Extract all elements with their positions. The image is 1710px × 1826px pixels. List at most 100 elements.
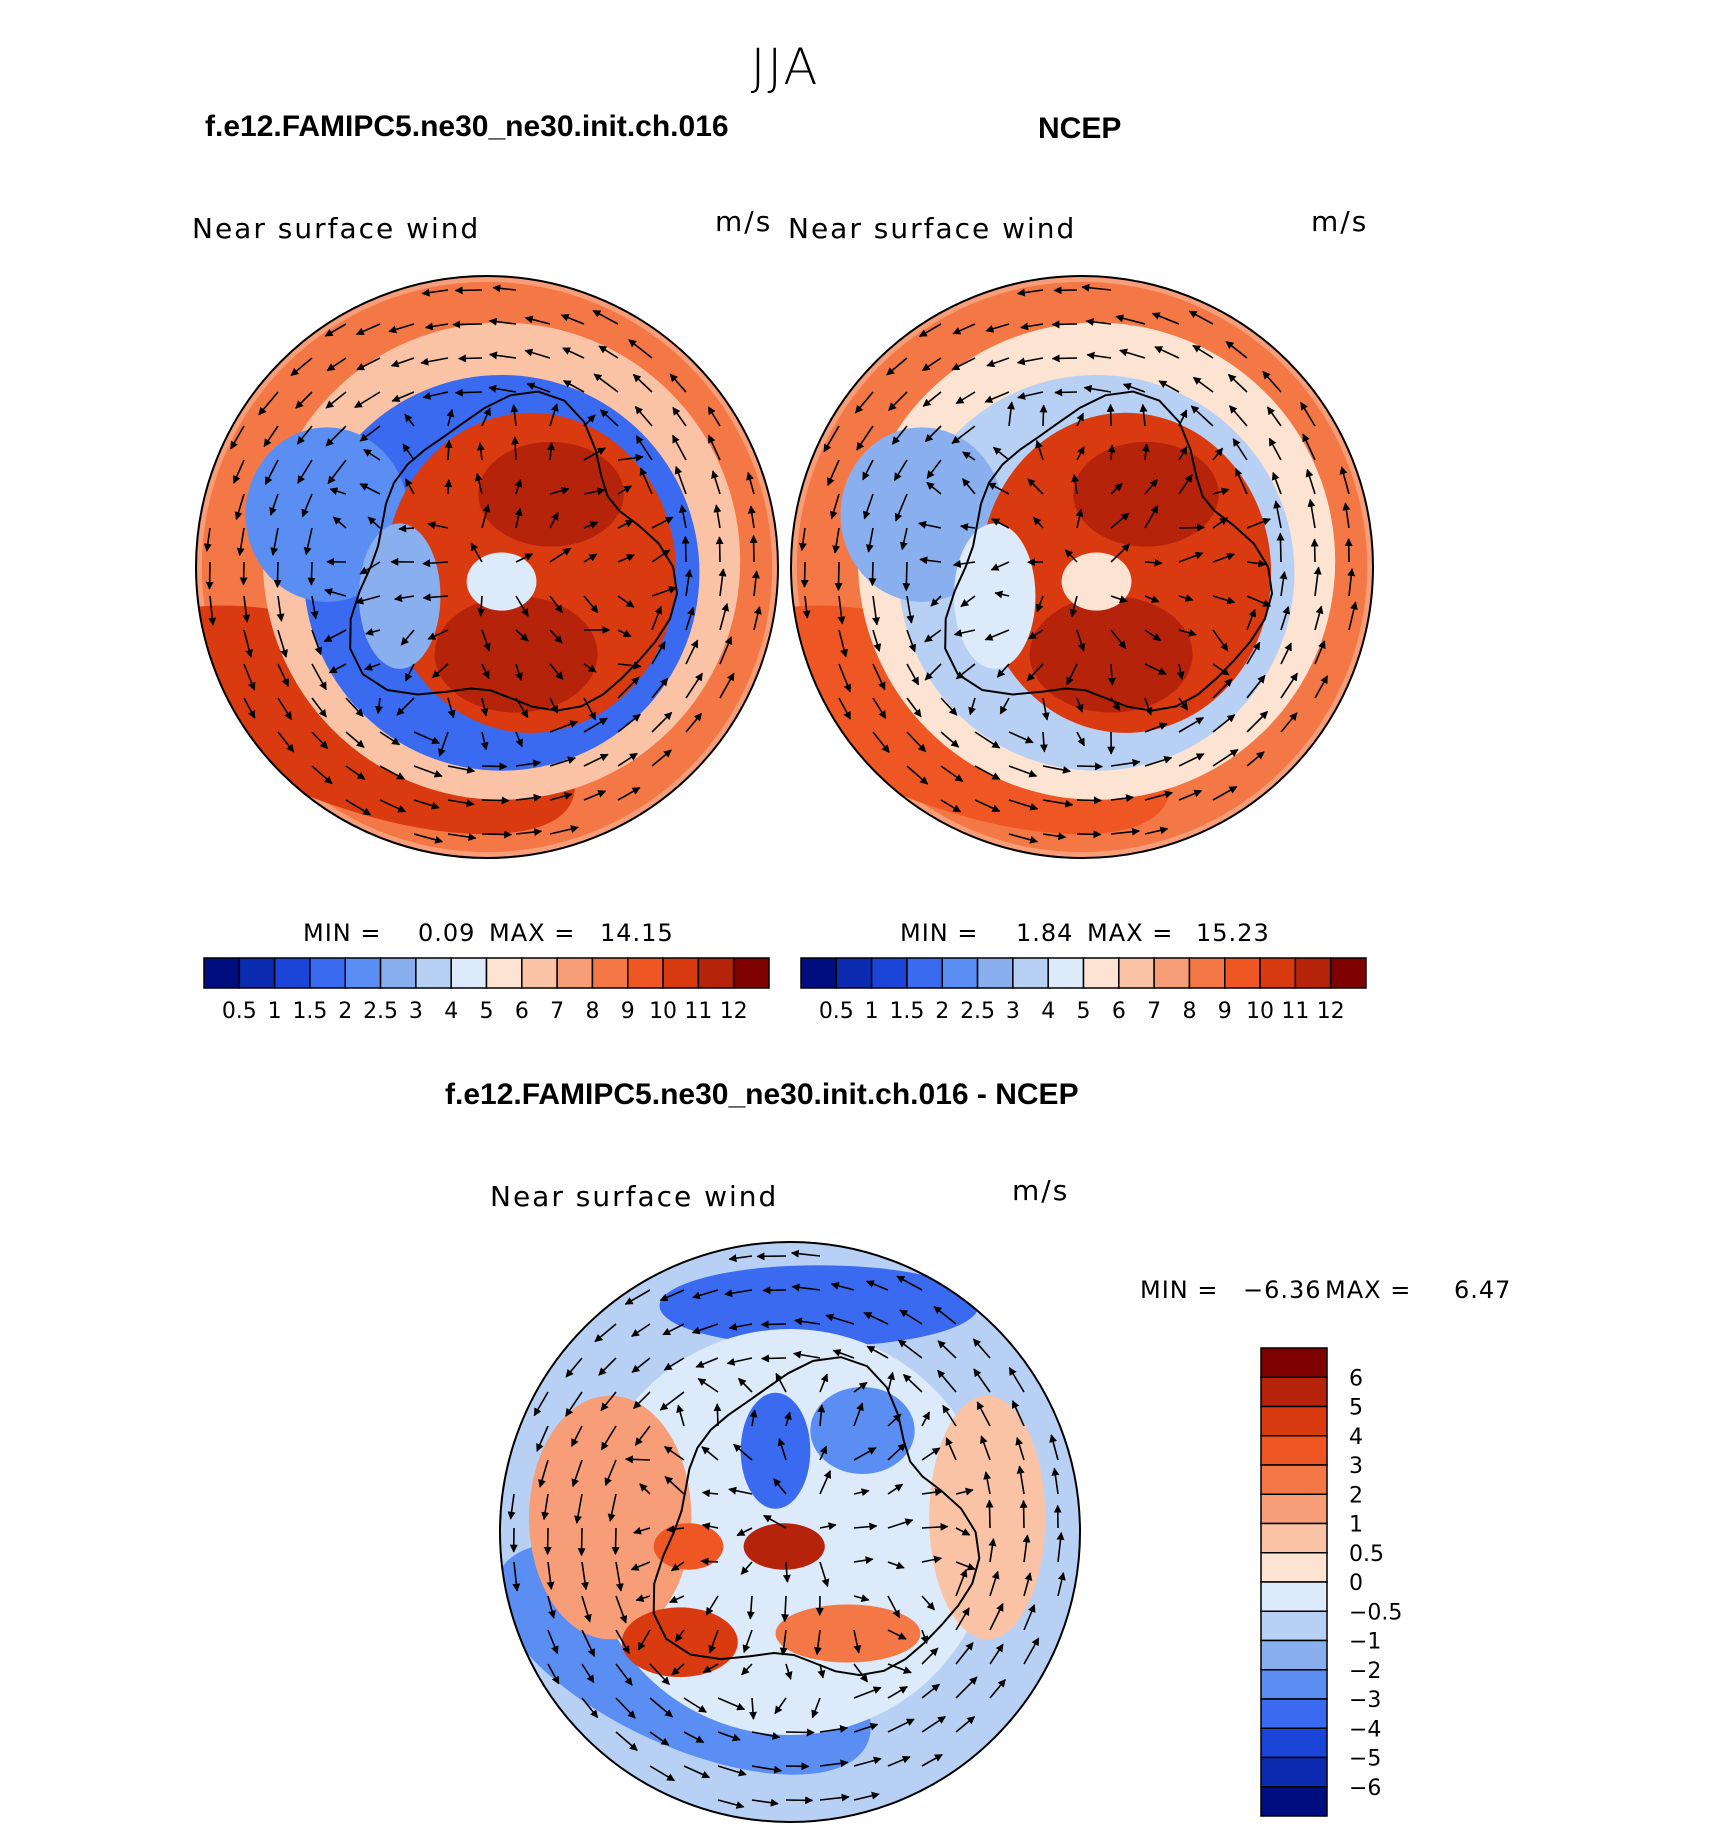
wind-vector: [684, 569, 693, 597]
wind-vector: [865, 527, 874, 553]
wind-vector: [1039, 731, 1048, 753]
wind-vector: [583, 414, 596, 427]
wind-vector: [891, 425, 908, 445]
wind-vector: [717, 1799, 745, 1809]
wind-vector: [774, 1697, 787, 1715]
wind-vector: [649, 1663, 670, 1686]
wind-vector: [1115, 314, 1146, 325]
wind-vector: [524, 348, 551, 359]
wind-vector: [1011, 1400, 1025, 1427]
wind-vector: [819, 1725, 849, 1733]
colorbar-swatch: [1153, 957, 1191, 989]
colorbar-tick-label: 4: [1349, 1425, 1363, 1450]
wind-vector: [631, 1323, 651, 1337]
wind-vector: [546, 1561, 555, 1590]
wind-vector: [685, 672, 703, 699]
colorbar-tick-label: −2: [1349, 1659, 1381, 1684]
wind-vector: [838, 663, 852, 693]
wind-vector: [955, 1568, 968, 1597]
wind-vector: [438, 731, 449, 757]
wind-vector: [700, 1557, 719, 1566]
wind-vector: [594, 1323, 617, 1343]
wind-vector: [989, 1643, 1004, 1665]
wind-vector: [746, 471, 755, 495]
field-patch: [929, 1395, 1046, 1640]
wind-vector: [1212, 487, 1230, 496]
wind-vector: [817, 1663, 826, 1679]
colorbar-swatch: [1188, 957, 1226, 989]
wind-vector: [276, 595, 285, 622]
wind-vector: [719, 672, 735, 699]
wind-vector: [562, 347, 585, 359]
wind-vector: [549, 595, 563, 614]
wind-vector: [924, 629, 942, 643]
wind-vector: [480, 731, 489, 751]
colorbar-swatch: [1260, 1493, 1328, 1525]
wind-vector: [751, 1731, 781, 1740]
wind-vector: [989, 1602, 1004, 1631]
colorbar-tick-label: 6: [1112, 999, 1126, 1024]
model-units-label: m/s: [715, 205, 773, 238]
wind-vector: [230, 425, 245, 450]
wind-vector: [1144, 558, 1163, 567]
wind-vector: [663, 1357, 685, 1371]
wind-vector: [853, 1629, 862, 1654]
wind-vector: [354, 391, 381, 409]
wind-vector: [685, 606, 695, 631]
wind-vector: [952, 323, 976, 335]
wind-vector: [1086, 351, 1112, 360]
wind-vector: [853, 1756, 882, 1767]
wind-vector: [679, 504, 687, 529]
wind-vector: [921, 1595, 935, 1611]
colorbar-tick-label: 1: [1349, 1513, 1363, 1538]
wind-vector: [598, 345, 619, 359]
colorbar-tick-label: 8: [585, 999, 599, 1024]
map-outline: [195, 275, 779, 859]
wind-vector: [811, 1697, 821, 1719]
wind-vector: [1042, 799, 1074, 808]
wind-vector: [886, 357, 908, 376]
wind-vector: [792, 1350, 821, 1359]
wind-vector: [454, 286, 483, 295]
colorbar-tick-label: 2.5: [960, 999, 995, 1024]
wind-vector: [310, 595, 319, 620]
wind-vector: [631, 1357, 651, 1374]
wind-vector: [1085, 317, 1112, 326]
wind-vector: [367, 516, 381, 529]
wind-vector: [277, 731, 295, 753]
wind-vector: [1279, 571, 1288, 597]
wind-vector: [1028, 629, 1044, 640]
wind-vector: [355, 595, 381, 605]
wind-vector: [856, 425, 874, 451]
wind-vector: [930, 595, 942, 607]
wind-vector: [921, 1647, 939, 1665]
colorbar-tick-label: 10: [1246, 999, 1274, 1024]
field-patch: [466, 552, 537, 611]
wind-vector: [1151, 312, 1180, 325]
wind-vector: [549, 511, 559, 529]
wind-vector: [651, 586, 677, 597]
colorbar-tick-label: 5: [1349, 1396, 1363, 1421]
colorbar-swatch: [1047, 957, 1085, 989]
colorbar-tick-label: 2: [935, 999, 949, 1024]
wind-vector: [359, 425, 381, 442]
wind-vector: [1178, 789, 1203, 801]
wind-vector: [489, 351, 517, 360]
wind-vector: [583, 790, 607, 801]
wind-vector: [236, 527, 245, 557]
wind-vector: [651, 749, 672, 767]
wind-vector: [1212, 447, 1224, 461]
wind-vector: [296, 425, 313, 445]
wind-vector: [827, 459, 840, 487]
wind-vector: [937, 1369, 957, 1393]
wind-vector: [617, 595, 635, 608]
wind-vector: [979, 1435, 991, 1461]
wind-vector: [837, 595, 846, 625]
wind-vector: [817, 1404, 826, 1427]
wind-vector: [1232, 438, 1248, 461]
wind-vector: [488, 384, 517, 393]
wind-vector: [1144, 505, 1159, 529]
field-patch: [740, 1392, 811, 1509]
wind-vector: [955, 391, 976, 405]
wind-vector: [398, 524, 415, 533]
